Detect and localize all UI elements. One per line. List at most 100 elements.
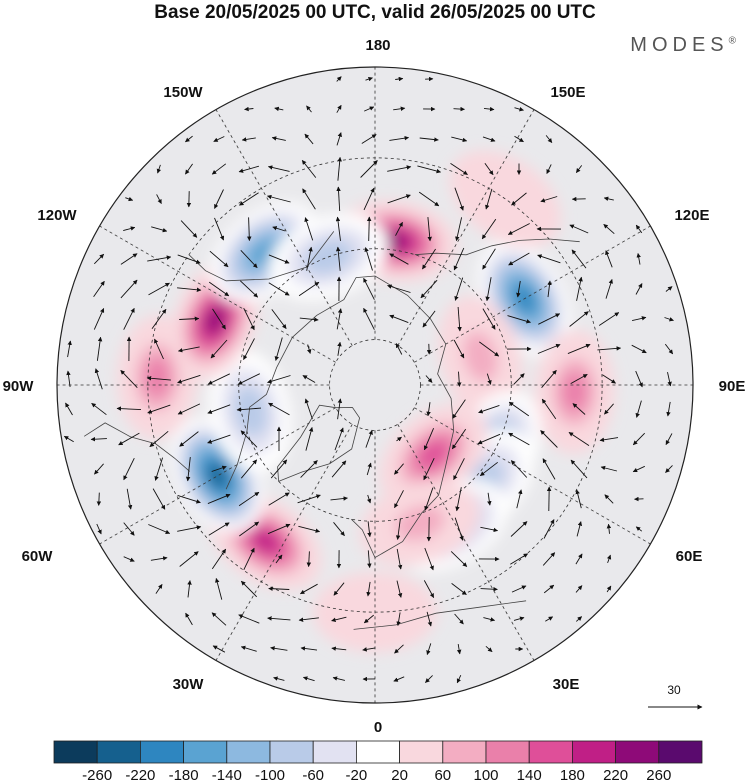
wind-arrow [238,165,260,173]
wind-arrow [268,282,290,296]
wind-arrow [267,523,291,535]
wind-arrow [514,107,524,112]
colorbar-tick-label: -260 [82,767,112,783]
coastline [225,275,455,559]
wind-arrow [272,226,286,232]
wind-arrow [569,224,589,234]
colorbar-swatch [96,740,141,764]
wind-arrow [367,550,372,569]
wind-arrow [366,494,372,504]
wind-arrow [571,249,587,269]
wind-arrow [185,163,193,175]
wind-arrow [507,315,531,324]
lon-label-150w: 150W [163,84,203,101]
wind-arrow [605,278,613,299]
wind-arrow [155,584,163,594]
wind-arrow [126,488,133,510]
colorbar: -260 -220 -180 -140 -100 -60 -20 20 60 100 140 180 2… [53,740,703,783]
colorbar-tick-label: 220 [603,767,628,783]
wind-arrow [179,551,199,567]
wind-arrow [267,375,291,384]
wind-arrow [422,310,436,328]
colorbar-swatch [53,740,98,764]
wind-arrow [537,254,561,264]
wind-arrow [209,250,229,268]
wind-arrow [513,373,525,385]
wind-arrow [569,311,589,327]
wind-arrow [332,676,346,681]
wind-arrow [208,281,230,297]
wind-arrow [211,163,227,175]
wind-arrow [65,402,73,416]
wind-arrow [366,581,371,597]
wind-arrow [156,164,162,174]
wind-arrow [387,284,411,293]
wind-arrow [456,675,462,684]
wind-arrow [604,494,614,504]
wind-arrow [243,547,255,570]
wind-arrow [302,188,316,210]
wind-arrow [451,428,467,450]
wind-arrow [177,346,200,353]
wind-arrow [177,374,201,384]
wind-arrow [243,338,255,360]
wind-arrow [453,339,465,359]
wind-arrow [479,341,500,357]
wind-arrow [210,339,228,359]
wind-arrow [393,676,405,682]
wind-arrow [177,287,202,293]
wind-arrow [177,403,201,415]
wind-arrow [337,398,343,420]
wind-arrow [271,309,287,329]
wind-arrow [542,552,556,566]
wind-arrow [540,430,558,448]
wind-arrow [455,487,462,512]
colorbar-swatch [355,740,400,764]
wind-arrow [665,465,673,473]
wind-arrow [482,308,496,330]
wind-arrow [94,368,103,390]
wind-arrow [508,252,530,266]
wind-arrow [364,247,373,271]
wind-arrow [425,375,433,383]
wind-arrow [387,165,412,172]
coastline [188,231,335,282]
colorbar-swatch [226,740,271,764]
wind-arrow [394,463,404,475]
wind-arrow [240,430,258,448]
wind-arrow [424,547,434,571]
svg-text:30: 30 [667,683,681,697]
wind-arrow [425,675,433,683]
wind-arrow [306,551,312,568]
wind-arrow [96,336,103,361]
wind-arrow [185,135,193,143]
wind-arrow [366,462,372,476]
wind-arrow [453,106,465,112]
wind-arrow [576,276,583,301]
wind-arrow [150,556,168,561]
anomaly-cell [438,296,523,418]
wind-arrow [179,316,200,321]
wind-arrow [365,429,373,448]
wind-arrow [389,253,409,265]
wind-arrow [213,136,225,142]
colorbar-tick-label: 180 [560,767,585,783]
wind-arrow [300,460,318,478]
wind-arrow [510,460,528,478]
colorbar-swatch [442,740,487,764]
wind-arrow [450,551,468,567]
wind-arrow [426,643,432,656]
wind-arrow [207,493,231,505]
wind-arrow [575,165,583,173]
lon-label-150e: 150E [550,84,585,101]
wind-arrow [543,519,555,539]
wind-arrow [395,221,403,236]
wind-arrow [598,312,620,326]
wind-arrow [363,614,374,624]
wind-arrow [540,196,558,203]
map-border [56,66,694,704]
wind-arrow [212,645,226,653]
wind-arrow [333,582,345,596]
wind-arrow [478,404,500,414]
wind-arrow [177,494,201,504]
